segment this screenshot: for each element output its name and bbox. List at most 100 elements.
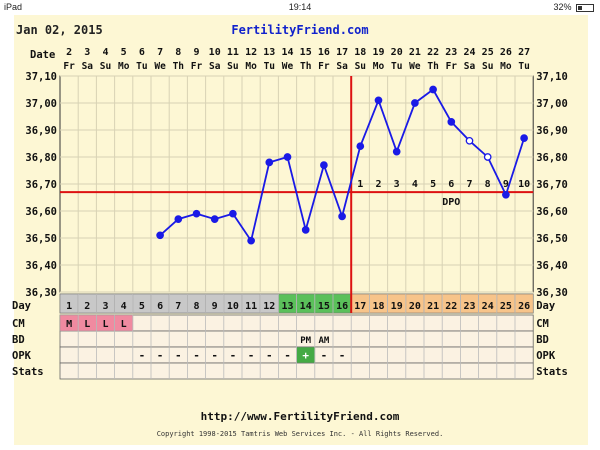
dpo-number: 4 (412, 179, 418, 190)
cycle-day-label: 17 (354, 301, 366, 312)
cycle-day-label: 15 (318, 301, 330, 312)
cycle-day-label: 8 (193, 301, 199, 312)
temperature-point (174, 215, 183, 223)
weekday-label: Su (355, 61, 366, 72)
cycle-day-label: 9 (212, 301, 218, 312)
temperature-point (356, 142, 365, 151)
date-label: 10 (209, 47, 221, 58)
y-tick-label-right: 36,30 (536, 287, 568, 299)
temperature-point (520, 134, 528, 142)
y-tick-label-left: 36,50 (25, 233, 57, 245)
weekday-label: Fr (446, 61, 458, 72)
y-tick-label-left: 37,10 (25, 71, 57, 83)
temperature-point (247, 236, 255, 245)
opk-label: - (175, 349, 182, 362)
row-label-left: CM (12, 318, 25, 330)
weekday-label: Mo (245, 61, 257, 72)
weekday-label: Th (300, 61, 311, 72)
cycle-day-label: 12 (263, 301, 275, 312)
temperature-point (429, 85, 437, 94)
opk-label: + (302, 349, 309, 362)
temperature-point (320, 161, 328, 169)
date-label: 8 (175, 47, 181, 58)
cycle-day-label: 26 (518, 301, 530, 312)
temperature-point (229, 209, 237, 218)
footer-copyright: Copyright 1998-2015 Tamtris Web Services… (157, 430, 444, 438)
cm-label: M (66, 319, 72, 330)
date-label: 3 (84, 47, 90, 58)
weekday-label: Su (227, 61, 238, 72)
temperature-point (483, 153, 492, 161)
dpo-number: 1 (357, 179, 363, 190)
row-label-right: BD (536, 334, 549, 346)
dpo-number: 10 (518, 179, 530, 190)
device-label: iPad (4, 2, 23, 12)
date-label: 9 (193, 47, 199, 58)
temperature-point (392, 147, 401, 156)
weekday-label: Tu (264, 61, 275, 72)
temperature-point (301, 226, 310, 234)
cycle-day-label: 21 (427, 301, 439, 312)
dpo-number: 2 (375, 179, 381, 190)
temperature-point (338, 212, 346, 221)
dpo-number: 7 (466, 179, 472, 190)
cm-label: L (121, 319, 127, 330)
cycle-day-label: 3 (102, 301, 108, 312)
opk-label: - (157, 349, 164, 362)
temperature-point (156, 231, 164, 240)
date-label: 18 (354, 47, 366, 58)
site-name[interactable]: FertilityFriend.com (231, 23, 368, 37)
y-tick-label-left: 36,60 (25, 206, 57, 218)
weekday-label: Fr (318, 61, 330, 72)
dpo-number: 8 (485, 179, 491, 190)
date-label: 22 (427, 47, 439, 58)
cycle-day-label: 25 (500, 301, 512, 312)
temperature-point (283, 153, 292, 161)
date-label: 11 (227, 47, 239, 58)
cycle-day-label: 13 (281, 301, 293, 312)
weekday-label: Mo (118, 61, 130, 72)
date-label: 12 (245, 47, 257, 58)
weekday-label: Su (482, 61, 493, 72)
cycle-day-label: 14 (300, 301, 312, 312)
battery-indicator: 32% (553, 2, 594, 12)
opk-label: - (230, 349, 237, 362)
footer-url[interactable]: http://www.FertilityFriend.com (201, 410, 400, 423)
date-label: 14 (281, 47, 293, 58)
weekday-label: We (409, 61, 421, 72)
cycle-day-label: 6 (157, 301, 163, 312)
date-label: 7 (157, 47, 163, 58)
y-tick-label-left: 37,00 (25, 98, 57, 110)
temperature-point (411, 99, 419, 107)
date-label: 24 (463, 47, 475, 58)
battery-icon (576, 3, 594, 12)
y-tick-label-right: 36,90 (536, 125, 568, 137)
date-label: 19 (372, 47, 384, 58)
row-label-left: Day (12, 300, 32, 312)
cycle-day-label: 5 (139, 301, 145, 312)
weekday-label: We (282, 61, 294, 72)
weekday-label: Fr (63, 61, 75, 72)
weekday-label: Tu (136, 61, 147, 72)
weekday-label: Th (427, 61, 438, 72)
date-label: 17 (336, 47, 348, 58)
weekday-label: Mo (500, 61, 512, 72)
weekday-label: Su (100, 61, 111, 72)
dpo-number: 6 (448, 179, 454, 190)
opk-label: - (284, 349, 291, 362)
fertility-chart: Jan 02, 2015 FertilityFriend.com Date 2 Fr… (12, 23, 568, 438)
row-label-right: Day (536, 300, 556, 312)
status-bar: iPad 19:14 32% (0, 0, 600, 15)
header-date: Jan 02, 2015 (16, 23, 103, 37)
y-tick-label-left: 36,30 (25, 287, 57, 299)
cm-label: L (84, 319, 90, 330)
temperature-point (265, 158, 274, 167)
cycle-day-label: 24 (482, 301, 494, 312)
temperature-point (502, 190, 510, 199)
opk-label: - (211, 349, 218, 362)
opk-label: - (193, 349, 200, 362)
row-label-right: OPK (536, 350, 556, 362)
y-tick-label-right: 36,70 (536, 179, 568, 191)
temperature-point (447, 118, 456, 126)
dpo-label: DPO (442, 197, 460, 208)
